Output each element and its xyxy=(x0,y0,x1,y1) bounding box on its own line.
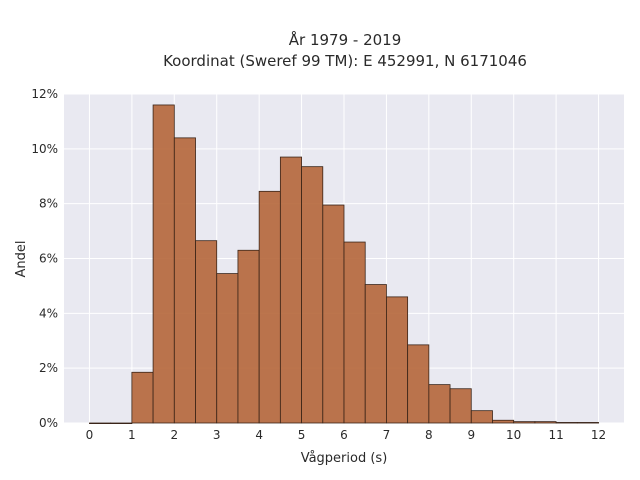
x-tick-label: 7 xyxy=(383,428,391,442)
histogram-bar xyxy=(407,344,430,424)
histogram-bar xyxy=(364,284,387,424)
x-tick-label: 1 xyxy=(128,428,136,442)
histogram-bar xyxy=(89,422,112,425)
x-axis-ticks: 0 1 2 3 4 5 6 7 8 9 10 11 12 xyxy=(86,428,607,442)
chart-title-line1: År 1979 - 2019 xyxy=(289,30,402,49)
y-tick-label: 6% xyxy=(39,252,58,266)
histogram-bar xyxy=(301,166,324,424)
histogram-bar xyxy=(513,421,536,424)
histogram-bar xyxy=(534,421,557,424)
histogram-bar xyxy=(428,384,451,424)
histogram-bar xyxy=(110,422,133,425)
histogram-bar xyxy=(470,410,493,424)
y-axis-ticks: 0% 2% 4% 6% 8% 10% 12% xyxy=(31,87,58,430)
histogram-bar xyxy=(216,273,239,424)
y-tick-label: 8% xyxy=(39,197,58,211)
histogram-bar xyxy=(322,204,345,424)
x-tick-label: 4 xyxy=(255,428,263,442)
histogram-bar xyxy=(343,241,366,424)
x-tick-label: 3 xyxy=(213,428,221,442)
y-tick-label: 2% xyxy=(39,361,58,375)
histogram-bar xyxy=(258,190,281,424)
x-tick-label: 5 xyxy=(298,428,306,442)
x-tick-label: 9 xyxy=(467,428,475,442)
histogram-bar xyxy=(279,156,302,424)
bars xyxy=(89,104,599,425)
x-tick-label: 10 xyxy=(506,428,521,442)
histogram-bar xyxy=(386,296,409,424)
y-tick-label: 4% xyxy=(39,306,58,320)
histogram-bar xyxy=(492,419,515,424)
histogram-bar xyxy=(131,371,154,424)
y-tick-label: 10% xyxy=(31,142,58,156)
histogram-bar xyxy=(449,388,472,424)
x-tick-label: 6 xyxy=(340,428,348,442)
x-tick-label: 12 xyxy=(591,428,606,442)
histogram-bar xyxy=(576,422,599,424)
x-tick-label: 8 xyxy=(425,428,433,442)
histogram-bar xyxy=(195,240,218,424)
x-tick-label: 2 xyxy=(170,428,178,442)
x-axis-label: Vågperiod (s) xyxy=(301,451,388,466)
y-axis-label: Andel xyxy=(14,241,29,278)
histogram-bar xyxy=(237,249,260,424)
chart-title-line2: Koordinat (Sweref 99 TM): E 452991, N 61… xyxy=(163,52,527,70)
histogram-bar xyxy=(555,422,578,424)
x-tick-label: 0 xyxy=(86,428,94,442)
histogram-bar xyxy=(152,104,175,424)
y-tick-label: 12% xyxy=(31,87,58,101)
y-tick-label: 0% xyxy=(39,416,58,430)
histogram-bar xyxy=(173,137,196,424)
x-tick-label: 11 xyxy=(548,428,563,442)
